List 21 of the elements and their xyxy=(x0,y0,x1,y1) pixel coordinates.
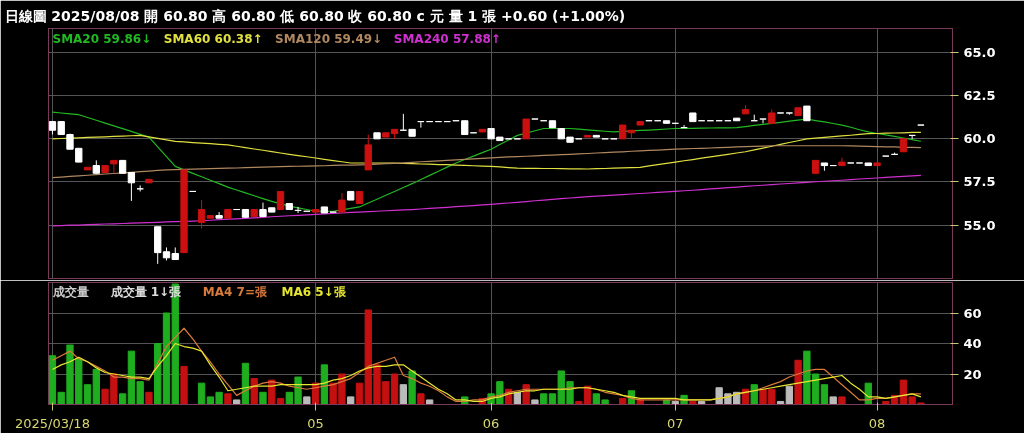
y-tick-label: 55.0 xyxy=(963,217,996,233)
text: MA4 7=張 xyxy=(202,285,268,300)
y-tick-label: 60 xyxy=(963,305,982,321)
x-tick-label: 07 xyxy=(667,415,684,431)
y-tick-label: 62.5 xyxy=(963,88,996,104)
chart-title: 成交量 xyxy=(51,285,89,300)
y-tick-label: 57.5 xyxy=(963,174,996,190)
chart-title: 日線圖 2025/08/08 開 60.80 高 60.80 低 60.80 收 60.80 c 元 量 1 張 +0.60 (+1.00%) xyxy=(4,7,626,24)
x-tick-label: 06 xyxy=(482,415,500,431)
x-tick-label: 2025/03/18 xyxy=(14,415,90,431)
x-tick-label: 08 xyxy=(868,415,886,431)
y-tick-label: 40 xyxy=(963,336,982,351)
y-tick-label: 65.0 xyxy=(963,45,996,61)
text: MA6 5↓張 xyxy=(281,285,347,300)
text: SMA120 59.49↓ xyxy=(275,31,383,46)
text: SMA20 59.86↓ xyxy=(52,31,152,46)
text: SMA60 60.38↑ xyxy=(163,31,263,46)
x-tick-label: 05 xyxy=(307,415,324,431)
y-tick-label: 60.0 xyxy=(963,131,996,147)
text: SMA240 57.88↑ xyxy=(393,31,501,46)
y-tick-label: 20 xyxy=(963,366,982,382)
